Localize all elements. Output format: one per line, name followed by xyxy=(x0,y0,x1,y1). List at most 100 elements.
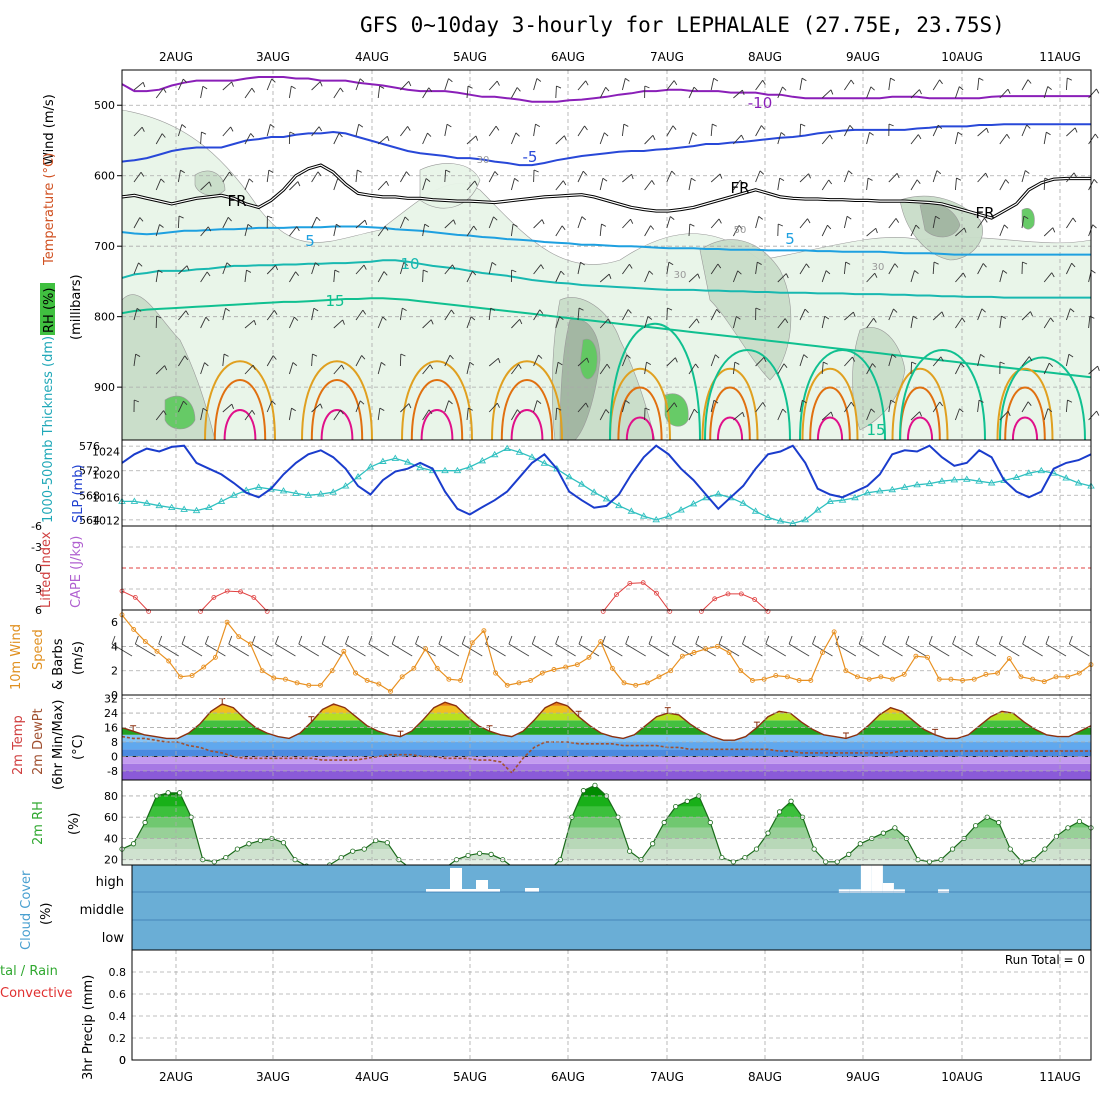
wind-barb xyxy=(999,411,1009,421)
rh-band xyxy=(122,859,1091,865)
wind10-barb xyxy=(438,643,460,657)
wind-barb-flag xyxy=(581,216,587,221)
wind-barb xyxy=(666,262,670,275)
wind-barb xyxy=(710,78,715,91)
wind10-speed-point xyxy=(493,670,499,676)
wind-barb-flag xyxy=(627,309,632,314)
cloud-clear-bar xyxy=(525,888,539,892)
precip-tick-label: 0.4 xyxy=(109,1010,127,1023)
cloud-clear-bar xyxy=(849,889,861,893)
wind-barb-flag xyxy=(763,357,767,363)
thickness-point xyxy=(316,490,325,497)
wind-barb xyxy=(733,134,742,145)
wind-barb-flag xyxy=(911,361,917,365)
wind-barb-flag xyxy=(629,264,633,269)
wind10-speed-point xyxy=(726,650,732,655)
wind-barb xyxy=(178,310,187,321)
thickness-point xyxy=(826,497,834,504)
wind-barb-flag xyxy=(918,134,922,140)
slp-thickness-panel: 564 568 572 576 1012 1016 1020 1024 xyxy=(79,439,1095,527)
temp-tick-label: 16 xyxy=(104,722,118,735)
precip-tick-label: 0.6 xyxy=(109,988,127,1001)
isotherm-neg10 xyxy=(121,76,1091,103)
wind-barb xyxy=(843,216,848,229)
wind-barb-flag xyxy=(156,315,162,319)
wind-barb-flag xyxy=(317,171,322,177)
wind-barb xyxy=(688,86,695,99)
thickness-point xyxy=(776,517,785,524)
thickness-point xyxy=(838,496,847,503)
wind10-speed-point xyxy=(516,680,522,686)
y-tick-label: 500 xyxy=(94,99,115,112)
wind-barb xyxy=(843,262,847,275)
wind-barb-flag xyxy=(1027,79,1032,84)
wind-barb-flag xyxy=(138,262,143,267)
wind-barb-flag xyxy=(428,409,433,415)
wind-barb-flag xyxy=(984,217,988,223)
wind-barb xyxy=(621,354,628,367)
wind-barb-flag xyxy=(560,270,565,276)
wind-barb-flag xyxy=(935,215,940,220)
wind-barb xyxy=(1043,272,1053,283)
wind-barb-flag xyxy=(742,89,745,95)
wind-barb xyxy=(555,135,565,145)
wind-frame xyxy=(121,609,1092,696)
rh2m-point xyxy=(257,837,264,844)
wind-barb-flag xyxy=(453,219,456,225)
date-label-bottom: 6AUG xyxy=(551,1070,585,1084)
rh2m-point xyxy=(730,859,736,865)
wind-barb-flag xyxy=(914,270,919,274)
wind-barb xyxy=(955,272,964,283)
wind-barb-flag xyxy=(452,264,456,270)
wind10-speed-point xyxy=(691,650,697,655)
wind-barb-flag xyxy=(867,177,873,181)
date-label-top: 9AUG xyxy=(846,50,880,64)
wind-barb-flag xyxy=(1074,127,1078,133)
cape-lifted-panel: -6 -3 0 3 6 xyxy=(31,520,1092,617)
wind-barb-flag xyxy=(139,217,144,222)
wind-barb-flag xyxy=(206,271,211,277)
wind-barb xyxy=(732,362,736,375)
rh2m-point xyxy=(753,846,760,852)
temp-band xyxy=(122,734,1091,743)
wind-barb-flag xyxy=(1051,272,1055,278)
wind-barb-flag xyxy=(625,77,630,82)
wind-barb xyxy=(244,133,252,145)
y-tick-label: 700 xyxy=(94,240,115,253)
wind-barb-flag xyxy=(693,408,698,414)
wind10-speed-point xyxy=(376,681,382,687)
wind-barb xyxy=(511,364,519,375)
wind-barb xyxy=(954,363,962,375)
wind-barb xyxy=(400,126,408,137)
wind10-speed-point xyxy=(528,677,534,683)
wind10-speed-point xyxy=(434,665,440,671)
wind-barb xyxy=(999,88,1009,99)
wind-barb-flag xyxy=(1002,270,1008,274)
wind-barb xyxy=(1066,217,1074,229)
wind-barb xyxy=(977,263,984,275)
wind-barb xyxy=(710,309,718,321)
wind10-speed-point xyxy=(224,619,230,625)
wind10-speed-point xyxy=(890,676,895,682)
wind10-speed-point xyxy=(458,677,464,683)
wind-barb-flag xyxy=(823,361,828,365)
wind-barb-flag xyxy=(468,407,473,411)
wind10-speed-point xyxy=(995,670,1001,676)
wind-barb xyxy=(488,80,498,91)
wind-barb-flag xyxy=(894,263,899,268)
wind-barb-flag xyxy=(602,177,608,182)
warm-isotherm-loop xyxy=(816,416,844,441)
wind10-speed-point xyxy=(1041,679,1047,685)
wind10-speed-point xyxy=(749,677,755,683)
cloud-clear-bar xyxy=(476,880,488,892)
wind-barb-flag xyxy=(271,400,276,405)
wind-barb-flag xyxy=(873,318,877,323)
thickness-tick-label: 564 xyxy=(79,514,100,527)
date-label-top: 8AUG xyxy=(748,50,782,64)
wind10-speed-point xyxy=(271,675,277,681)
wind-barb-flag xyxy=(315,262,320,267)
slp-tick-label: 1024 xyxy=(92,445,120,458)
rh2m-point xyxy=(177,790,183,796)
wind-barb xyxy=(910,224,917,237)
wind-barb xyxy=(799,218,808,229)
